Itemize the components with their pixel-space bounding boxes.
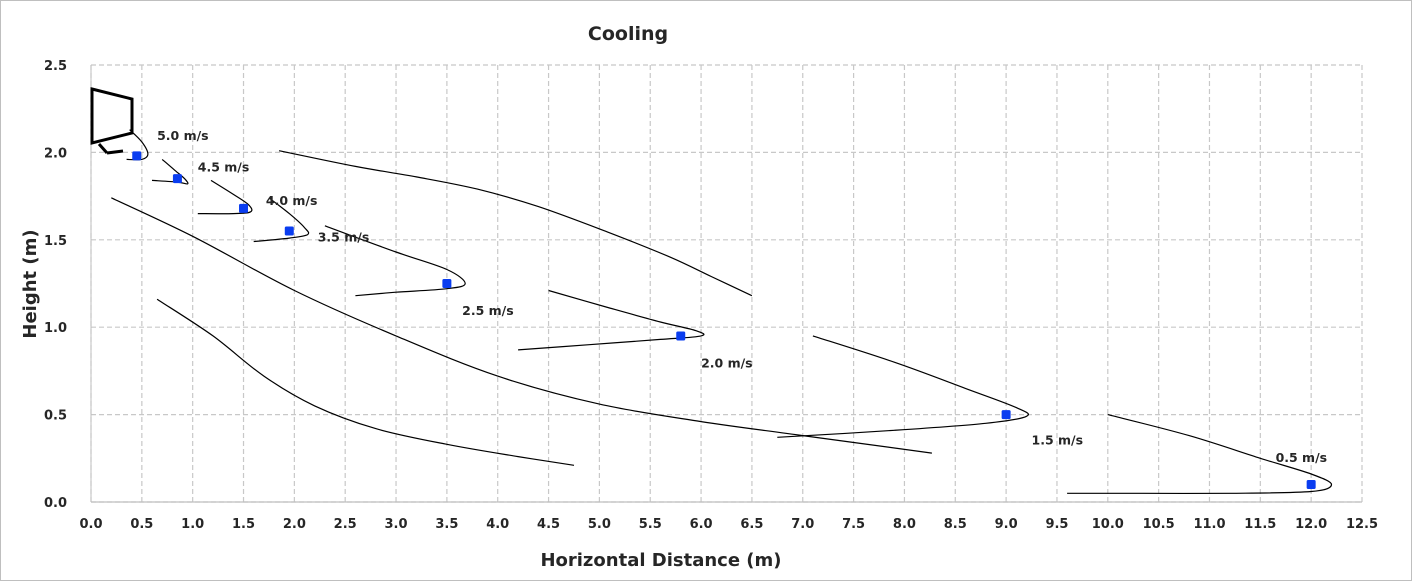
speed-label: 2.5 m/s	[462, 303, 514, 318]
velocity-curve	[777, 335, 1030, 438]
y-tick-labels: 0.0 0.5 1.0 1.5 2.0 2.5	[44, 59, 67, 511]
x-tick-labels: 0.0 0.5 1.0 1.5 2.0 2.5 3.0 3.5 4.0 4.5 5.0 5.5 6.0 6…	[79, 517, 1378, 532]
data-point	[1001, 410, 1011, 420]
x-tick-label: 3.5	[435, 517, 458, 532]
velocity-curve	[111, 197, 932, 454]
speed-label: 4.0 m/s	[266, 193, 318, 208]
speed-label: 5.0 m/s	[157, 128, 209, 143]
velocity-curve	[324, 225, 466, 297]
velocity-curve	[151, 158, 189, 185]
data-point	[676, 331, 686, 341]
x-tick-label: 8.0	[893, 517, 916, 532]
velocity-curve	[518, 289, 705, 351]
speed-label: 2.0 m/s	[701, 355, 753, 370]
data-point	[239, 203, 249, 213]
data-points	[132, 151, 1316, 490]
x-tick-label: 2.5	[334, 517, 357, 532]
x-tick-label: 1.5	[232, 517, 255, 532]
speed-label: 3.5 m/s	[318, 230, 370, 245]
x-tick-label: 4.0	[486, 517, 509, 532]
speed-label: 1.5 m/s	[1032, 432, 1084, 447]
x-tick-label: 5.5	[639, 517, 662, 532]
velocity-curve	[253, 197, 310, 243]
velocity-curve	[156, 298, 575, 466]
x-tick-label: 7.0	[791, 517, 814, 532]
x-tick-label: 9.0	[995, 517, 1018, 532]
x-tick-label: 11.5	[1244, 517, 1276, 532]
x-tick-label: 1.0	[181, 517, 204, 532]
y-tick-label: 0.0	[44, 496, 67, 511]
y-axis-title: Height (m)	[20, 229, 41, 338]
speed-label: 4.5 m/s	[198, 160, 250, 175]
x-tick-label: 10.0	[1092, 517, 1124, 532]
speed-label: 0.5 m/s	[1276, 450, 1328, 465]
speed-labels: 5.0 m/s 4.5 m/s 4.0 m/s 3.5 m/s 2.5 m/s 2.0 m…	[157, 128, 1327, 465]
x-tick-label: 9.5	[1045, 517, 1068, 532]
x-tick-label: 2.0	[283, 517, 306, 532]
velocity-curve	[1067, 414, 1333, 495]
velocity-curve	[278, 150, 753, 297]
x-tick-label: 12.5	[1346, 517, 1378, 532]
data-point	[172, 174, 182, 184]
x-tick-label: 12.0	[1295, 517, 1327, 532]
y-tick-label: 0.5	[44, 409, 67, 424]
data-point	[284, 226, 294, 236]
data-point	[132, 151, 142, 161]
x-tick-label: 3.0	[385, 517, 408, 532]
chart-title: Cooling	[588, 23, 668, 45]
y-tick-label: 1.5	[44, 234, 67, 249]
x-tick-label: 5.0	[588, 517, 611, 532]
y-tick-label: 1.0	[44, 321, 67, 336]
y-tick-label: 2.0	[44, 146, 67, 161]
velocity-curve	[197, 179, 253, 215]
velocity-curves	[111, 129, 1333, 495]
x-tick-label: 0.0	[79, 517, 102, 532]
x-axis-title: Horizontal Distance (m)	[540, 550, 781, 571]
wall-mounted-ac-unit-icon	[90, 87, 134, 155]
x-tick-label: 0.5	[130, 517, 153, 532]
y-tick-label: 2.5	[44, 59, 67, 74]
x-tick-label: 6.0	[690, 517, 713, 532]
x-tick-label: 6.5	[740, 517, 763, 532]
x-tick-label: 10.5	[1143, 517, 1175, 532]
x-tick-label: 4.5	[537, 517, 560, 532]
x-tick-label: 7.5	[842, 517, 865, 532]
data-point	[1306, 480, 1316, 490]
data-point	[442, 279, 452, 288]
x-tick-label: 8.5	[944, 517, 967, 532]
x-tick-label: 11.0	[1193, 517, 1225, 532]
